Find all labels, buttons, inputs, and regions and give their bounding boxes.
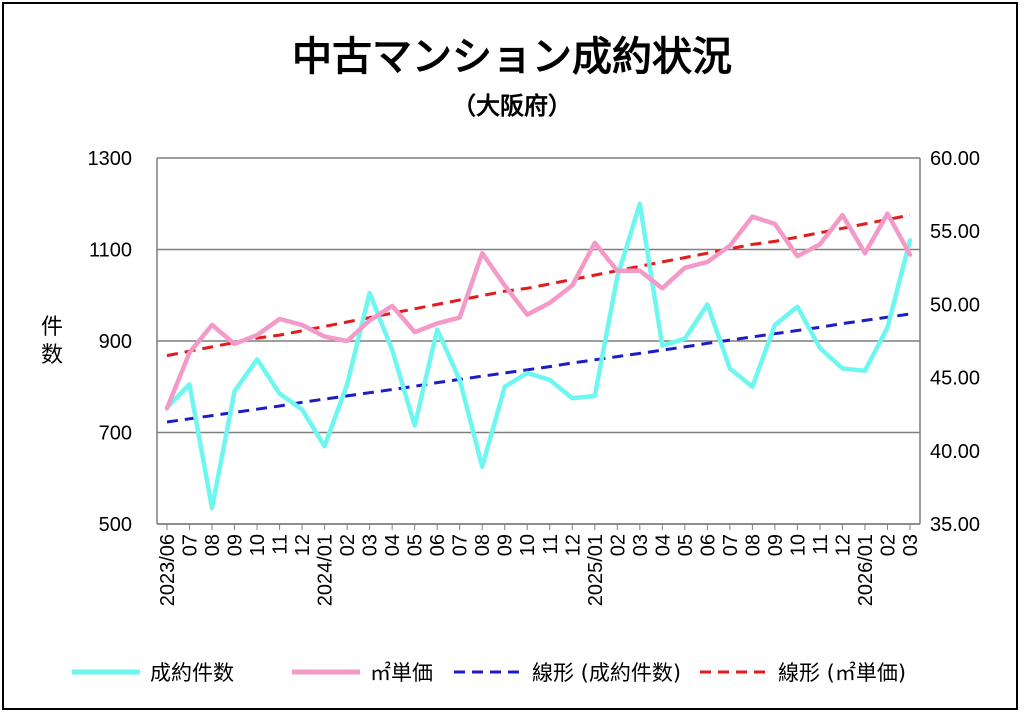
chart-subtitle: （大阪府） <box>452 92 572 120</box>
x-tick-label: 2023/06 <box>157 534 179 606</box>
x-tick-label: 09 <box>765 534 787 556</box>
x-tick-label: 07 <box>720 534 742 556</box>
x-tick-label: 06 <box>427 534 449 556</box>
x-tick-label: 02 <box>607 534 629 556</box>
x-tick-label: 10 <box>247 534 269 556</box>
x-tick-label: 2026/01 <box>855 534 877 606</box>
series-line-2 <box>166 312 911 424</box>
series-line-0 <box>164 201 913 511</box>
x-tick-label: 12 <box>832 534 854 556</box>
x-tick-label: 12 <box>292 534 314 556</box>
right-tick-label: 60.00 <box>930 148 980 170</box>
x-tick-label: 12 <box>562 534 584 556</box>
x-tick-label: 08 <box>202 534 224 556</box>
x-tick-label: 03 <box>630 534 652 556</box>
axes <box>156 158 921 525</box>
x-tick-label: 06 <box>697 534 719 556</box>
x-tick-label: 03 <box>360 534 382 556</box>
left-tick-label: 1300 <box>88 148 133 170</box>
x-axis-ticks: 2023/06 07 08 09 10 11 12 2024/01 02 03 04 05 06 07 08… <box>157 524 922 606</box>
right-tick-label: 55.00 <box>930 221 980 243</box>
x-tick-label: 09 <box>495 534 517 556</box>
left-axis-ticks: 500 700 900 1100 1300 <box>88 148 133 536</box>
chart-title: 中古マンション成約状況 <box>292 34 732 80</box>
y-axis-label-char: 件 <box>41 315 63 340</box>
x-tick-label: 11 <box>540 534 562 555</box>
grid-lines <box>157 157 920 525</box>
left-tick-label: 500 <box>99 514 132 536</box>
y-axis-label: 件数 <box>41 315 63 368</box>
legend-label-0: 成約件数 <box>150 661 234 685</box>
left-tick-label: 1100 <box>89 240 132 262</box>
x-tick-label: 08 <box>742 534 764 556</box>
x-tick-label: 02 <box>337 534 359 556</box>
x-tick-label: 05 <box>675 534 697 556</box>
x-tick-label: 10 <box>787 534 809 556</box>
right-tick-label: 40.00 <box>930 441 980 463</box>
x-tick-label: 04 <box>652 534 674 556</box>
x-tick-label: 11 <box>810 534 832 555</box>
legend-label-3: 線形 (㎡単価) <box>778 661 906 685</box>
x-tick-label: 2025/01 <box>585 534 607 606</box>
x-tick-label: 08 <box>472 534 494 556</box>
x-tick-label: 09 <box>225 534 247 556</box>
right-axis-ticks: 35.00 40.00 45.00 50.00 55.00 60.00 <box>930 148 980 536</box>
x-tick-label: 07 <box>180 534 202 556</box>
x-tick-label: 10 <box>517 534 539 556</box>
series-line-3 <box>166 213 911 358</box>
series-lines <box>164 201 913 511</box>
y-axis-label-char: 数 <box>41 343 63 368</box>
legend: 成約件数 ㎡単価 線形 (成約件数) 線形 (㎡単価) <box>72 661 906 685</box>
right-tick-label: 35.00 <box>930 514 980 536</box>
x-tick-label: 11 <box>270 534 292 555</box>
series-line-1 <box>164 211 913 411</box>
legend-label-1: ㎡単価 <box>370 661 433 685</box>
right-tick-label: 45.00 <box>930 368 980 390</box>
x-tick-label: 03 <box>900 534 922 556</box>
legend-label-2: 線形 (成約件数) <box>532 661 681 685</box>
left-tick-label: 700 <box>99 423 132 445</box>
x-tick-label: 05 <box>405 534 427 556</box>
left-tick-label: 900 <box>99 331 132 353</box>
x-tick-label: 04 <box>382 534 404 556</box>
x-tick-label: 2024/01 <box>315 534 337 606</box>
x-tick-label: 02 <box>877 534 899 556</box>
x-tick-label: 07 <box>450 534 472 556</box>
right-tick-label: 50.00 <box>930 294 980 316</box>
